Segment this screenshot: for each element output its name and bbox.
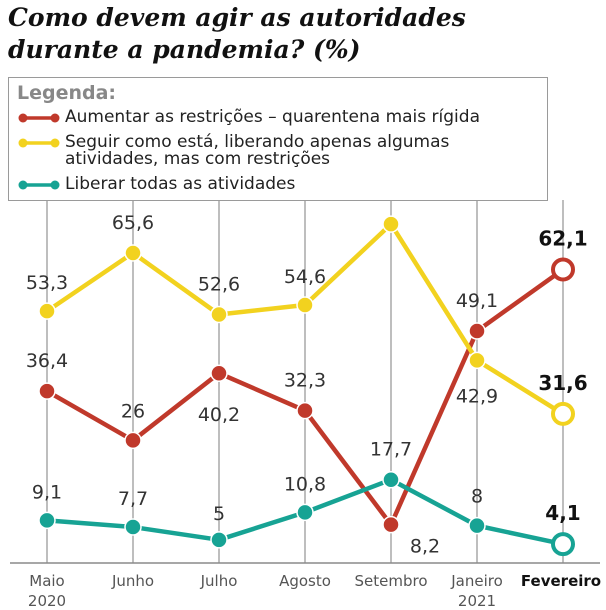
point-free-4 <box>382 470 400 489</box>
data-label-free-0: 9,1 <box>32 481 62 503</box>
point-restrict-0 <box>38 382 56 400</box>
data-label-restrict-4: 8,2 <box>410 536 440 558</box>
point-free-1 <box>124 518 142 536</box>
x-tick-label-0: Maio <box>29 572 64 590</box>
point-free-5 <box>468 516 486 535</box>
data-label-keep-2: 52,6 <box>198 273 240 295</box>
point-free-2 <box>210 531 228 549</box>
x-tick-label-3: Agosto <box>279 572 331 590</box>
data-label-free-1: 7,7 <box>118 488 148 510</box>
point-restrict-4 <box>382 515 400 534</box>
x-tick-label-4: Setembro <box>354 572 427 590</box>
chart-title-line-1: Como devem agir as autoridades <box>8 3 466 32</box>
data-label-restrict-1: 26 <box>121 400 145 422</box>
data-label-free-6: 4,1 <box>545 501 580 525</box>
data-label-free-4: 17,7 <box>370 439 412 461</box>
legend-swatch-free <box>18 180 60 190</box>
point-free-0 <box>38 511 56 530</box>
legend: Legenda: Aumentar as restrições – quaren… <box>8 77 548 201</box>
point-keep-6 <box>551 401 575 426</box>
data-label-free-3: 10,8 <box>284 473 326 495</box>
legend-item-free: Liberar todas as atividades <box>17 176 535 196</box>
data-label-restrict-3: 32,3 <box>284 370 326 392</box>
point-keep-5 <box>468 351 486 370</box>
point-free-3 <box>296 503 314 522</box>
point-restrict-6 <box>551 257 575 282</box>
x-year-label-1: 2021 <box>458 592 496 610</box>
x-year-label-0: 2020 <box>28 592 66 610</box>
data-label-restrict-0: 36,4 <box>26 350 68 372</box>
x-tick-label-1: Junho <box>111 572 154 590</box>
data-label-free-2: 5 <box>213 503 225 525</box>
legend-label-free: Liberar todas as atividades <box>65 174 296 194</box>
data-label-keep-5: 42,9 <box>456 385 498 407</box>
legend-swatch-keep <box>18 138 60 148</box>
x-tick-label-5: Janeiro <box>450 572 503 590</box>
legend-item-keep: Seguir como está, liberando apenas algum… <box>17 134 535 168</box>
point-keep-4 <box>382 215 400 233</box>
point-keep-3 <box>296 296 314 314</box>
chart-title-line-2: durante a pandemia? (%) <box>8 35 361 64</box>
legend-label-restrict: Aumentar as restrições – quarentena mais… <box>65 107 480 127</box>
data-label-keep-6: 31,6 <box>538 371 587 395</box>
point-keep-2 <box>210 305 228 324</box>
legend-title: Legenda: <box>17 82 117 104</box>
data-label-keep-3: 54,6 <box>284 266 326 288</box>
chart-title: Como devem agir as autoridades durante a… <box>8 2 598 66</box>
data-label-keep-0: 53,3 <box>26 272 68 294</box>
legend-item-restrict: Aumentar as restrições – quarentena mais… <box>17 109 535 129</box>
point-restrict-1 <box>124 431 142 450</box>
point-restrict-2 <box>210 364 228 382</box>
point-restrict-3 <box>296 401 314 420</box>
point-keep-0 <box>38 302 56 320</box>
point-keep-1 <box>124 244 142 262</box>
data-label-restrict-5: 49,1 <box>456 290 498 312</box>
x-tick-label-2: Julho <box>200 572 238 590</box>
point-free-6 <box>551 532 575 557</box>
data-label-keep-1: 65,6 <box>112 212 154 234</box>
data-label-free-5: 8 <box>471 486 483 508</box>
legend-swatch-restrict <box>18 113 60 123</box>
point-restrict-5 <box>468 322 486 340</box>
data-label-restrict-2: 40,2 <box>198 404 240 426</box>
data-label-restrict-6: 62,1 <box>538 227 587 251</box>
x-tick-label-6: Fevereiro <box>521 572 601 590</box>
legend-label-keep: Seguir como está, liberando apenas algum… <box>65 132 450 169</box>
